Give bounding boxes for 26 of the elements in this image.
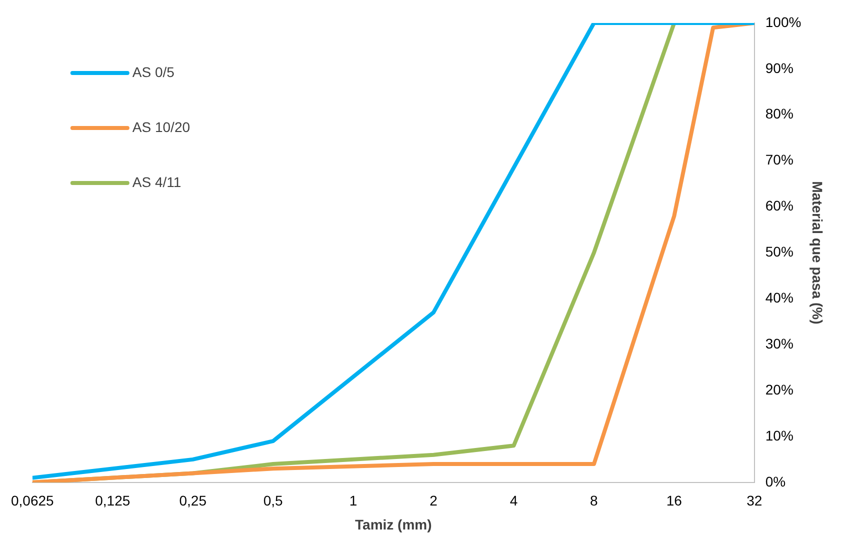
x-tick-label: 8 (590, 492, 598, 509)
y-tick-label: 90% (765, 60, 794, 76)
y-tick-label: 40% (765, 290, 794, 306)
y-tick-label: 80% (765, 106, 794, 122)
x-tick-label: 0,25 (179, 492, 207, 509)
y-tick-label: 50% (765, 244, 794, 260)
x-tick-label: 0,5 (263, 492, 284, 509)
legend-label: AS 4/11 (132, 174, 182, 190)
y-tick-label: 100% (765, 14, 802, 30)
y-tick-label: 70% (765, 152, 794, 168)
y-tick-label: 0% (765, 473, 786, 490)
y-tick-label: 30% (765, 335, 794, 352)
legend-label: AS 10/20 (132, 118, 190, 135)
x-tick-label: 1 (349, 492, 358, 509)
x-axis-title: Tamiz (mm) (355, 516, 432, 532)
y-tick-label: 60% (765, 198, 794, 214)
x-tick-label: 4 (510, 492, 518, 509)
y-tick-label: 20% (765, 381, 794, 398)
y-axis-title: Material que pasa (%) (810, 181, 826, 324)
x-tick-label: 32 (746, 492, 762, 509)
legend-label: AS 0/5 (132, 64, 175, 80)
x-tick-label: 0,125 (95, 492, 130, 509)
x-tick-label: 0,0625 (10, 492, 54, 509)
y-tick-label: 10% (765, 427, 794, 444)
x-tick-label: 16 (666, 492, 682, 509)
x-tick-label: 2 (430, 492, 438, 509)
